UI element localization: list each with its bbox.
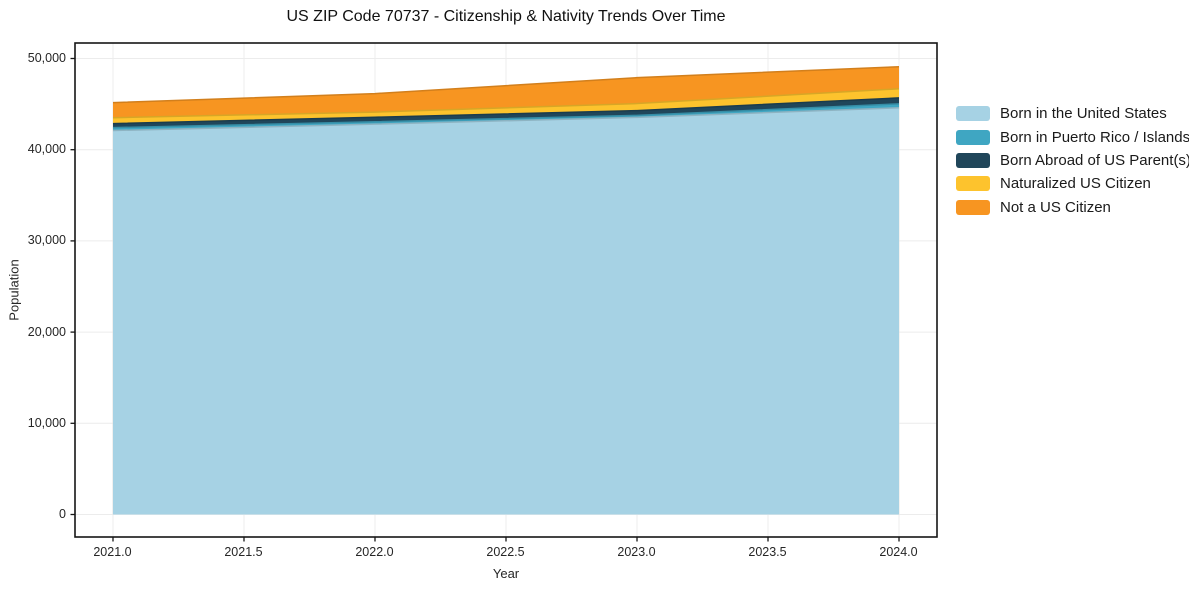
- chart-title: US ZIP Code 70737 - Citizenship & Nativi…: [286, 8, 726, 25]
- x-tick-label: 2021.0: [93, 545, 132, 559]
- y-tick-label: 0: [59, 507, 66, 521]
- x-axis-label: Year: [492, 566, 520, 581]
- legend-label: Not a US Citizen: [1000, 198, 1111, 216]
- x-tick-label: 2022.5: [486, 545, 525, 559]
- x-tick-label: 2024.0: [879, 545, 918, 559]
- legend-item: Naturalized US Citizen: [956, 172, 1189, 195]
- legend-item: Born in Puerto Rico / Islands: [956, 125, 1189, 148]
- chart-plot-area: [70, 41, 938, 541]
- legend-label: Born in the United States: [1000, 105, 1167, 123]
- x-tick-label: 2023.5: [748, 545, 787, 559]
- legend-swatch: [956, 199, 990, 215]
- legend-item: Born in the United States: [956, 102, 1189, 125]
- legend-swatch: [956, 152, 990, 168]
- y-tick-label: 10,000: [27, 415, 66, 430]
- y-tick-label: 40,000: [27, 142, 66, 157]
- y-tick-label: 50,000: [27, 51, 66, 65]
- legend-item: Born Abroad of US Parent(s): [956, 149, 1189, 172]
- y-axis-label: Population: [6, 259, 22, 321]
- legend-swatch: [956, 176, 990, 192]
- legend-swatch: [956, 106, 990, 122]
- chart-legend: Born in the United States Born in Puerto …: [956, 102, 1189, 219]
- legend-swatch: [956, 129, 990, 145]
- x-tick-label: 2023.0: [617, 545, 656, 559]
- y-tick-label: 30,000: [27, 233, 66, 248]
- stacked-areas: [112, 65, 899, 515]
- legend-label: Naturalized US Citizen: [1000, 175, 1151, 193]
- legend-label: Born in Puerto Rico / Islands: [1000, 128, 1189, 146]
- x-tick-label: 2022.0: [355, 545, 394, 559]
- x-tick-label: 2021.5: [224, 545, 263, 559]
- legend-item: Not a US Citizen: [956, 196, 1189, 219]
- y-tick-label: 20,000: [27, 324, 66, 339]
- plot-border: [73, 41, 938, 538]
- legend-label: Born Abroad of US Parent(s): [1000, 151, 1189, 169]
